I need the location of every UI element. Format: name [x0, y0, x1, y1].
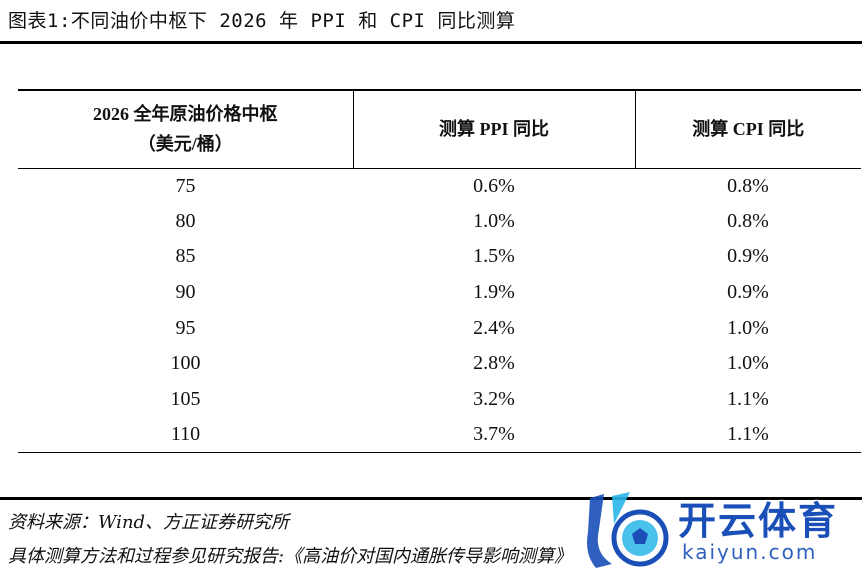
header-ppi: 测算 PPI 同比	[352, 89, 635, 169]
watermark-url: kaiyun.com	[682, 540, 818, 564]
figure-title: 图表1:不同油价中枢下 2026 年 PPI 和 CPI 同比测算	[8, 10, 516, 32]
table-row: 85 1.5% 0.9%	[18, 239, 861, 275]
cell-ppi: 1.9%	[473, 281, 515, 304]
table-row: 80 1.0% 0.8%	[18, 204, 861, 240]
cell-cpi: 0.8%	[727, 209, 769, 232]
cell-ppi: 2.4%	[473, 316, 515, 339]
table-row: 75 0.6% 0.8%	[18, 168, 861, 204]
ppi-cpi-table: 2026 全年原油价格中枢 （美元/桶） 测算 PPI 同比 测算 CPI 同比…	[18, 89, 861, 454]
cell-cpi: 0.9%	[727, 281, 769, 304]
cell-oil-price: 110	[18, 417, 353, 454]
table-row: 110 3.7% 1.1%	[18, 417, 861, 454]
cell-cpi: 1.1%	[635, 417, 861, 454]
header-row: 2026 全年原油价格中枢 （美元/桶） 测算 PPI 同比 测算 CPI 同比	[18, 89, 861, 169]
table-row: 90 1.9% 0.9%	[18, 275, 861, 311]
source-note: 资料来源：Wind、方正证券研究所	[8, 512, 290, 533]
header-oil-price: 2026 全年原油价格中枢 （美元/桶）	[18, 89, 353, 169]
cell-ppi: 1.0%	[473, 209, 515, 232]
method-note: 具体测算方法和过程参见研究报告:《高油价对国内通胀传导影响测算》	[8, 546, 573, 567]
cell-cpi: 1.0%	[727, 316, 769, 339]
bottom-rule	[0, 497, 862, 500]
cell-oil-price: 105	[170, 387, 201, 410]
cell-cpi: 1.0%	[727, 352, 769, 375]
cell-oil-price: 80	[175, 209, 196, 232]
cell-oil-price: 85	[175, 245, 196, 268]
cell-cpi: 0.9%	[727, 245, 769, 268]
cell-ppi: 3.2%	[473, 387, 515, 410]
table-row: 100 2.8% 1.0%	[18, 346, 861, 382]
cell-cpi: 1.1%	[727, 387, 769, 410]
header-oil-price-line1: 2026 全年原油价格中枢	[93, 104, 278, 125]
cell-oil-price: 90	[175, 281, 196, 304]
header-cpi: 测算 CPI 同比	[634, 89, 861, 169]
table-row: 105 3.2% 1.1%	[18, 382, 861, 418]
header-oil-price-unit: （美元/桶）	[137, 134, 233, 155]
cell-oil-price: 95	[175, 316, 196, 339]
cell-oil-price: 100	[170, 352, 201, 375]
cell-ppi: 0.6%	[473, 174, 515, 197]
cell-ppi: 3.7%	[353, 417, 635, 454]
table-row: 95 2.4% 1.0%	[18, 310, 861, 346]
cell-ppi: 1.5%	[473, 245, 515, 268]
cell-ppi: 2.8%	[473, 352, 515, 375]
top-rule	[0, 41, 862, 44]
cell-cpi: 0.8%	[727, 174, 769, 197]
cell-oil-price: 75	[175, 174, 196, 197]
